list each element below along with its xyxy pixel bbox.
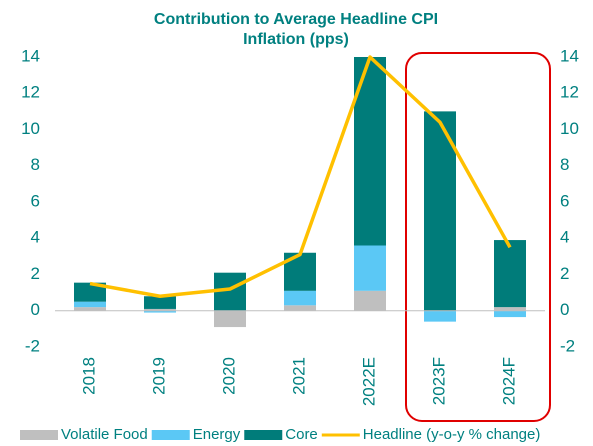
y2-tick-label: 4 [560, 228, 569, 247]
legend-swatch [151, 430, 190, 440]
bar-segment [424, 310, 456, 322]
y2-tick-label: 0 [560, 300, 569, 319]
y2-tick-label: 12 [560, 83, 579, 102]
bar-segment [144, 308, 176, 311]
bar-segment [144, 296, 176, 309]
legend-label: Headline (y-o-y % change) [363, 426, 541, 443]
x-tick-label: 2023F [429, 357, 448, 405]
y2-tick-label: 2 [560, 264, 569, 283]
legend-swatch [20, 430, 58, 440]
highlight-box [405, 52, 551, 422]
bar-segment [74, 301, 106, 308]
y2-tick-label: 8 [560, 155, 569, 174]
x-tick-label: 2024F [499, 357, 518, 405]
legend-label: Volatile Food [61, 426, 148, 443]
y2-tick-label: 10 [560, 119, 579, 138]
bar-segment [494, 310, 526, 318]
bar-segment [74, 282, 106, 302]
bar-segment [284, 305, 316, 311]
x-tick-label: 2020 [219, 357, 238, 395]
y-tick-label: 8 [31, 155, 40, 174]
legend-label: Core [285, 426, 318, 443]
y2-tick-label: -2 [560, 336, 575, 355]
line-series [89, 55, 512, 298]
y-tick-label: 0 [31, 300, 40, 319]
y-tick-label: 2 [31, 264, 40, 283]
x-tick-label: 2018 [79, 357, 98, 395]
y2-tick-label: 14 [560, 46, 579, 65]
y-tick-label: 4 [31, 228, 40, 247]
x-tick-label: 2022E [359, 357, 378, 406]
x-tick-label: 2019 [149, 357, 168, 395]
y-tick-label: 10 [21, 119, 40, 138]
bar-segment [74, 307, 106, 311]
y2-tick-label: 6 [560, 191, 569, 210]
x-tick-label: 2021 [289, 357, 308, 395]
bar-segment [354, 290, 386, 311]
chart-title: Contribution to Average Headline CPI Inf… [153, 11, 439, 48]
legend-label: Energy [193, 426, 241, 443]
y-tick-label: -2 [25, 336, 40, 355]
bar-segment [494, 240, 526, 308]
bar-segment [214, 310, 246, 328]
y-tick-label: 14 [21, 46, 40, 65]
bar-segment [144, 310, 176, 313]
y-tick-label: 12 [21, 83, 40, 102]
y-tick-label: 6 [31, 191, 40, 210]
legend-swatch [244, 430, 283, 440]
bar-segment [494, 307, 526, 311]
bar-segment [354, 245, 386, 291]
bar-segment [284, 290, 316, 306]
